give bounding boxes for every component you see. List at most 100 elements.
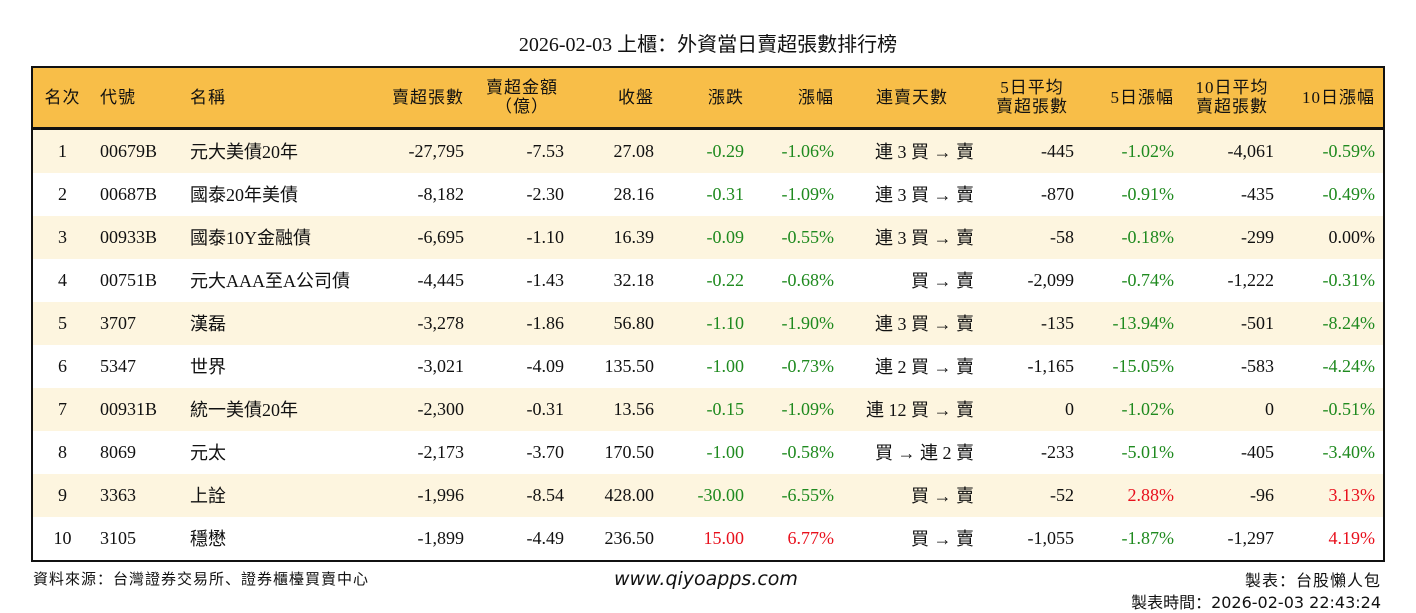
cell-change-pct: -1.06%	[781, 140, 835, 161]
cell-code: 3105	[100, 527, 136, 548]
cell-pct5: -5.01%	[1121, 441, 1175, 462]
cell-code: 8069	[100, 441, 136, 462]
cell-rank: 10	[53, 527, 72, 548]
table-row: 3 00933B 國泰10Y金融債 -6,695 -1.10 16.39 -0.09 -0.5…	[33, 215, 1383, 259]
table-header: 名次 代號 名稱 賣超張數 賣超金額 （億） 收盤 漲跌 漲幅 連賣天數 5日平均 賣超張數 5日漲…	[33, 68, 1383, 128]
cell-name: 元大美債20年	[190, 142, 298, 162]
cell-change-pct: -0.58%	[781, 441, 835, 462]
cell-code: 3363	[100, 484, 136, 505]
cell-net-sell-volume: -8,182	[417, 183, 465, 204]
cell-change: -0.15	[706, 398, 745, 419]
header-net-sell-amount: 賣超金額 （億）	[486, 78, 558, 117]
cell-rank: 4	[58, 269, 67, 290]
cell-pct10: 3.13%	[1328, 484, 1376, 505]
cell-change-pct: -1.09%	[781, 398, 835, 419]
cell-name: 統一美債20年	[190, 400, 298, 420]
cell-name: 世界	[190, 357, 226, 377]
cell-net-sell-volume: -1,996	[417, 484, 465, 505]
cell-pct5: -1.02%	[1121, 398, 1175, 419]
cell-close: 32.18	[613, 269, 655, 290]
cell-net-sell-volume: -2,173	[417, 441, 465, 462]
cell-net-sell-volume: -6,695	[417, 226, 465, 247]
cell-close: 170.50	[604, 441, 655, 462]
cell-pct5: -1.87%	[1121, 527, 1175, 548]
cell-net-sell-amount: -3.70	[526, 441, 565, 462]
header-change-pct: 漲幅	[798, 87, 834, 107]
header-close: 收盤	[618, 87, 654, 107]
cell-change-pct: -0.73%	[781, 355, 835, 376]
cell-avg10-volume: -501	[1241, 312, 1274, 333]
cell-avg5-volume: 0	[1065, 398, 1074, 419]
cell-net-sell-amount: -4.09	[526, 355, 565, 376]
cell-pct5: -15.05%	[1112, 355, 1175, 376]
cell-code: 00751B	[100, 269, 158, 290]
header-streak: 連賣天數	[876, 87, 948, 107]
table-row: 10 3105 穩懋 -1,899 -4.49 236.50 15.00 6.77% 買 → 賣…	[33, 517, 1383, 560]
cell-close: 27.08	[613, 140, 655, 161]
cell-rank: 7	[58, 398, 67, 419]
cell-code: 5347	[100, 355, 136, 376]
header-avg10-volume: 10日平均 賣超張數	[1195, 78, 1269, 117]
cell-avg10-volume: -4,061	[1227, 140, 1275, 161]
cell-close: 28.16	[613, 183, 655, 204]
cell-change-pct: -1.09%	[781, 183, 835, 204]
header-pct5: 5日漲幅	[1110, 87, 1174, 107]
header-net-sell-volume: 賣超張數	[392, 87, 464, 107]
cell-pct5: -0.18%	[1121, 226, 1175, 247]
cell-name: 國泰10Y金融債	[190, 228, 311, 248]
cell-change-pct: -1.90%	[781, 312, 835, 333]
cell-rank: 3	[58, 226, 67, 247]
cell-pct5: -13.94%	[1112, 312, 1175, 333]
header-change: 漲跌	[708, 87, 744, 107]
cell-streak: 連 3 買 → 賣	[875, 185, 974, 205]
cell-net-sell-volume: -1,899	[417, 527, 465, 548]
cell-avg10-volume: 0	[1265, 398, 1274, 419]
cell-change-pct: -0.55%	[781, 226, 835, 247]
cell-net-sell-amount: -1.43	[526, 269, 565, 290]
cell-net-sell-amount: -1.10	[526, 226, 565, 247]
author: 製表：台股懶人包	[1244, 573, 1381, 590]
cell-net-sell-amount: -4.49	[526, 527, 565, 548]
cell-close: 428.00	[604, 484, 655, 505]
cell-avg5-volume: -445	[1041, 140, 1074, 161]
cell-code: 3707	[100, 312, 136, 333]
cell-net-sell-amount: -8.54	[526, 484, 565, 505]
cell-change: -0.09	[706, 226, 745, 247]
cell-avg10-volume: -96	[1250, 484, 1274, 505]
table-row: 1 00679B 元大美債20年 -27,795 -7.53 27.08 -0.29 -1.0…	[33, 128, 1383, 173]
cell-streak: 買 → 賣	[911, 486, 974, 506]
cell-code: 00933B	[100, 226, 158, 247]
cell-net-sell-volume: -3,278	[417, 312, 465, 333]
cell-streak: 連 12 買 → 賣	[866, 400, 974, 420]
cell-net-sell-amount: -0.31	[526, 398, 565, 419]
cell-rank: 6	[58, 355, 67, 376]
cell-name: 穩懋	[190, 529, 226, 549]
cell-streak: 連 2 買 → 賣	[875, 357, 974, 377]
cell-pct10: 0.00%	[1328, 226, 1376, 247]
table-row: 2 00687B 國泰20年美債 -8,182 -2.30 28.16 -0.31 -1.09…	[33, 173, 1383, 216]
generated-time: 製表時間：2026-02-03 22:43:24	[1131, 593, 1381, 612]
cell-rank: 9	[58, 484, 67, 505]
cell-change: -0.22	[706, 269, 745, 290]
table-row: 8 8069 元太 -2,173 -3.70 170.50 -1.00 -0.58% 買 → 連…	[33, 431, 1383, 474]
data-source: 資料來源：台灣證券交易所、證券櫃檯買賣中心	[33, 572, 370, 588]
header-name: 名稱	[190, 87, 226, 107]
cell-code: 00679B	[100, 140, 158, 161]
cell-rank: 1	[58, 140, 67, 161]
website-link[interactable]: www.qiyoapps.com	[614, 568, 798, 590]
cell-close: 135.50	[604, 355, 655, 376]
cell-name: 漢磊	[190, 314, 226, 334]
cell-close: 13.56	[613, 398, 655, 419]
cell-net-sell-volume: -3,021	[417, 355, 465, 376]
cell-streak: 連 3 買 → 賣	[875, 142, 974, 162]
cell-pct10: -0.59%	[1322, 140, 1376, 161]
cell-code: 00931B	[100, 398, 158, 419]
cell-avg5-volume: -135	[1041, 312, 1074, 333]
cell-avg10-volume: -435	[1241, 183, 1274, 204]
table-row: 6 5347 世界 -3,021 -4.09 135.50 -1.00 -0.73% 連 2 買…	[33, 345, 1383, 388]
cell-change: -1.00	[706, 355, 745, 376]
cell-change: -1.00	[706, 441, 745, 462]
header-avg5-volume: 5日平均 賣超張數	[996, 78, 1068, 117]
header-rank: 名次	[44, 87, 81, 107]
cell-avg10-volume: -583	[1241, 355, 1274, 376]
